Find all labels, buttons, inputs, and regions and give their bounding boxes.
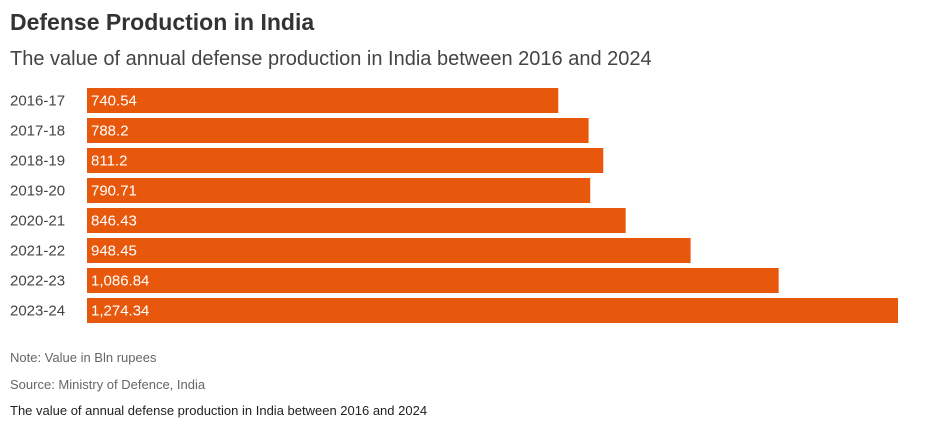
bar-value-label: 788.2 — [91, 123, 129, 140]
chart-subtitle: The value of annual defense production i… — [10, 48, 652, 70]
chart-title: Defense Production in India — [10, 9, 315, 35]
bar-value-label: 948.45 — [91, 243, 137, 260]
bar — [87, 298, 898, 323]
category-label: 2020-21 — [10, 213, 65, 230]
bar-value-label: 846.43 — [91, 213, 137, 230]
bar-value-label: 790.71 — [91, 183, 137, 200]
chart-note: Note: Value in Bln rupees — [10, 350, 157, 365]
category-label: 2022-23 — [10, 273, 65, 290]
bar-value-label: 740.54 — [91, 93, 137, 110]
bar-value-label: 1,274.34 — [91, 303, 149, 320]
bar — [87, 148, 604, 173]
bar — [87, 208, 626, 233]
category-label: 2021-22 — [10, 243, 65, 260]
bar — [87, 88, 559, 113]
category-label: 2018-19 — [10, 153, 65, 170]
chart-source: Source: Ministry of Defence, India — [10, 377, 206, 392]
bar — [87, 268, 779, 293]
bar-value-label: 1,086.84 — [91, 273, 149, 290]
category-label: 2023-24 — [10, 303, 65, 320]
chart-caption: The value of annual defense production i… — [10, 403, 428, 418]
category-label: 2017-18 — [10, 123, 65, 140]
bar — [87, 118, 589, 143]
bar — [87, 178, 591, 203]
category-label: 2016-17 — [10, 93, 65, 110]
bar-chart: 2016-17 740.54 2017-18 788.2 2018-19 811.2 201… — [10, 88, 898, 323]
bar — [87, 238, 691, 263]
category-label: 2019-20 — [10, 183, 65, 200]
bar-value-label: 811.2 — [91, 153, 127, 170]
